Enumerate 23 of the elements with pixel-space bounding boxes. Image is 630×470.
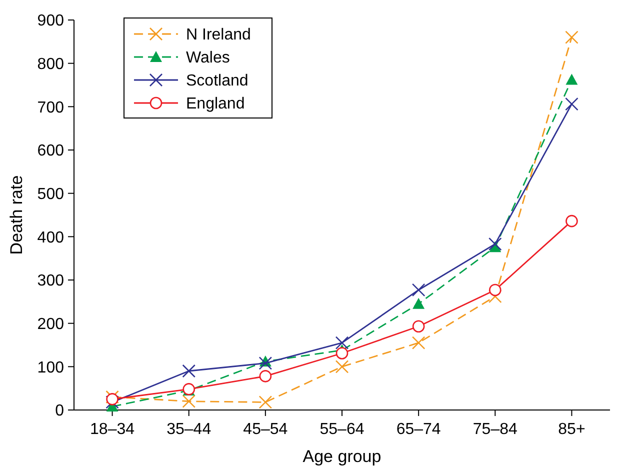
y-axis-title: Death rate: [7, 175, 26, 255]
y-tick-label: 700: [37, 99, 64, 116]
y-tick-label: 800: [37, 56, 64, 73]
y-tick-label: 400: [37, 229, 64, 246]
x-tick-label: 75–84: [472, 421, 518, 438]
y-tick-label: 200: [37, 316, 64, 333]
x-tick-label: 65–74: [396, 421, 441, 438]
legend-label: Wales: [186, 50, 230, 67]
legend-label: Scotland: [186, 72, 248, 90]
x-tick-label: 35–44: [166, 421, 212, 438]
legend-label: England: [186, 96, 245, 113]
y-tick-label: 300: [37, 272, 64, 290]
legend-label: N Ireland: [186, 26, 251, 44]
y-tick-label: 500: [37, 186, 64, 203]
x-tick-label: 85+: [558, 421, 586, 438]
y-tick-label: 100: [37, 359, 64, 376]
x-axis-title: Age group: [302, 447, 382, 466]
x-tick-label: 45–54: [243, 421, 288, 438]
y-tick-label: 900: [37, 12, 64, 30]
x-tick-label: 18–34: [90, 421, 135, 438]
y-tick-label: 0: [55, 402, 64, 420]
y-tick-label: 600: [37, 142, 64, 160]
x-tick-label: 55–64: [320, 421, 364, 438]
